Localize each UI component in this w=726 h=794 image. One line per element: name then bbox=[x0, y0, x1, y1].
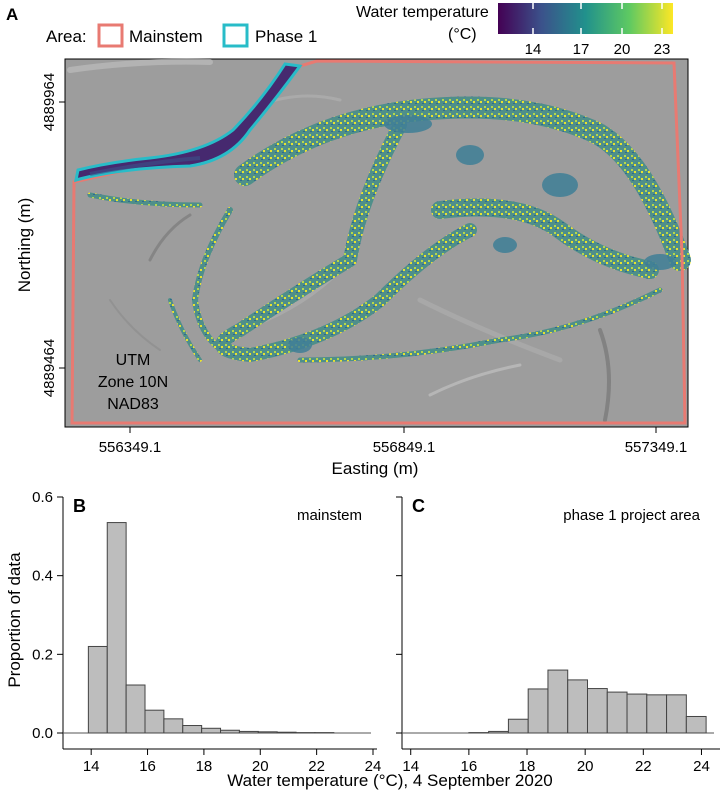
histogram-bar bbox=[626, 693, 648, 734]
y-tick-label: 0.2 bbox=[32, 646, 53, 663]
colorbar-ticks bbox=[532, 3, 663, 34]
mainstem-legend-label: Mainstem bbox=[129, 27, 203, 46]
x-tick-label: 20 bbox=[252, 758, 269, 775]
x-tick-label: 14 bbox=[83, 758, 100, 775]
histogram-bar bbox=[276, 731, 297, 734]
histogram-c-axes: 14 16 18 20 22 24 bbox=[396, 496, 720, 775]
histogram-b: B mainstem 0.0 0.2 0.4 0.6 14 16 18 20 22 24 Prop… bbox=[5, 489, 381, 775]
map-x-axis-title: Easting (m) bbox=[332, 459, 419, 478]
panel-c-label: C bbox=[412, 496, 425, 516]
panel-b-label: B bbox=[73, 496, 86, 516]
histogram-bar bbox=[257, 731, 278, 734]
hillshade-texture bbox=[67, 58, 611, 422]
crs-note-line: NAD83 bbox=[107, 396, 159, 413]
colorbar-title: Water temperature bbox=[356, 4, 489, 21]
map-x-tick-label: 556849.1 bbox=[373, 439, 436, 456]
colorbar-tick-label: 14 bbox=[525, 41, 542, 58]
mainstem-legend-swatch bbox=[97, 23, 124, 48]
histogram-bar bbox=[507, 718, 529, 734]
colorbar bbox=[498, 3, 673, 34]
panel-b-annotation: mainstem bbox=[297, 507, 362, 524]
histogram-bar bbox=[87, 645, 108, 734]
y-axis-title: Proportion of data bbox=[5, 552, 24, 688]
map-axis-ticks bbox=[59, 101, 657, 433]
histogram-bar bbox=[144, 709, 165, 734]
x-tick-label: 20 bbox=[577, 758, 594, 775]
histogram-bar bbox=[488, 730, 509, 734]
x-tick-label: 24 bbox=[365, 758, 382, 775]
phase1-legend-swatch bbox=[222, 23, 249, 48]
histogram-bar bbox=[201, 727, 222, 734]
x-tick-label: 18 bbox=[519, 758, 536, 775]
x-tick-label: 22 bbox=[635, 758, 652, 775]
phase1-channel-shading bbox=[89, 156, 201, 176]
histogram-bar bbox=[547, 669, 569, 734]
x-tick-label: 16 bbox=[139, 758, 156, 775]
map-panel: A Area: Mainstem Phase 1 Water temperatu… bbox=[6, 3, 691, 478]
area-legend-label: Area: bbox=[46, 27, 87, 46]
colorbar-tick-label: 20 bbox=[614, 41, 631, 58]
colorbar-tick-label: 23 bbox=[654, 41, 671, 58]
x-tick-label: 16 bbox=[461, 758, 478, 775]
x-tick-label: 24 bbox=[693, 758, 710, 775]
colorbar-tick-label: 17 bbox=[573, 41, 590, 58]
histogram-bar bbox=[606, 691, 628, 734]
histogram-bar bbox=[527, 688, 549, 734]
colorbar-unit: (°C) bbox=[448, 26, 477, 43]
histogram-bar bbox=[220, 729, 240, 734]
map-x-tick-label: 557349.1 bbox=[625, 439, 688, 456]
histogram-bar bbox=[106, 522, 127, 734]
histogram-bar bbox=[586, 688, 608, 734]
phase1-channel bbox=[74, 62, 303, 183]
map-y-tick-label: 4889464 bbox=[41, 339, 58, 397]
x-tick-label: 18 bbox=[196, 758, 213, 775]
panel-c-annotation: phase 1 project area bbox=[563, 507, 700, 524]
histogram-bar bbox=[125, 684, 146, 734]
histogram-c: C phase 1 project area 14 16 18 20 22 24 bbox=[396, 496, 720, 775]
cool-pools bbox=[288, 115, 676, 353]
y-tick-label: 0.6 bbox=[32, 489, 53, 506]
crs-note-line: Zone 10N bbox=[98, 374, 168, 391]
histogram-b-bars bbox=[63, 522, 371, 734]
histogram-bar bbox=[238, 730, 259, 734]
shared-x-axis-title: Water temperature (°C), 4 September 2020 bbox=[227, 771, 553, 790]
histogram-c-bars bbox=[402, 669, 714, 734]
histogram-bar bbox=[666, 694, 687, 734]
panel-a-label: A bbox=[6, 5, 18, 24]
y-tick-label: 0.0 bbox=[32, 725, 53, 742]
histogram-b-axes: 0.0 0.2 0.4 0.6 14 16 18 20 22 24 bbox=[32, 489, 381, 775]
y-tick-label: 0.4 bbox=[32, 568, 53, 585]
wetted-area bbox=[87, 96, 691, 363]
histogram-bar bbox=[182, 725, 203, 734]
histogram-bar bbox=[163, 718, 184, 734]
histogram-bar bbox=[646, 694, 668, 734]
map-y-axis-title: Northing (m) bbox=[15, 198, 34, 292]
map-x-tick-label: 556349.1 bbox=[99, 439, 162, 456]
histogram-bar bbox=[567, 679, 588, 734]
x-tick-label: 14 bbox=[402, 758, 419, 775]
histogram-bar bbox=[685, 715, 707, 734]
phase1-legend-label: Phase 1 bbox=[255, 27, 317, 46]
crs-note-line: UTM bbox=[116, 352, 151, 369]
x-tick-label: 22 bbox=[308, 758, 325, 775]
map-y-tick-label: 4889964 bbox=[41, 73, 58, 131]
